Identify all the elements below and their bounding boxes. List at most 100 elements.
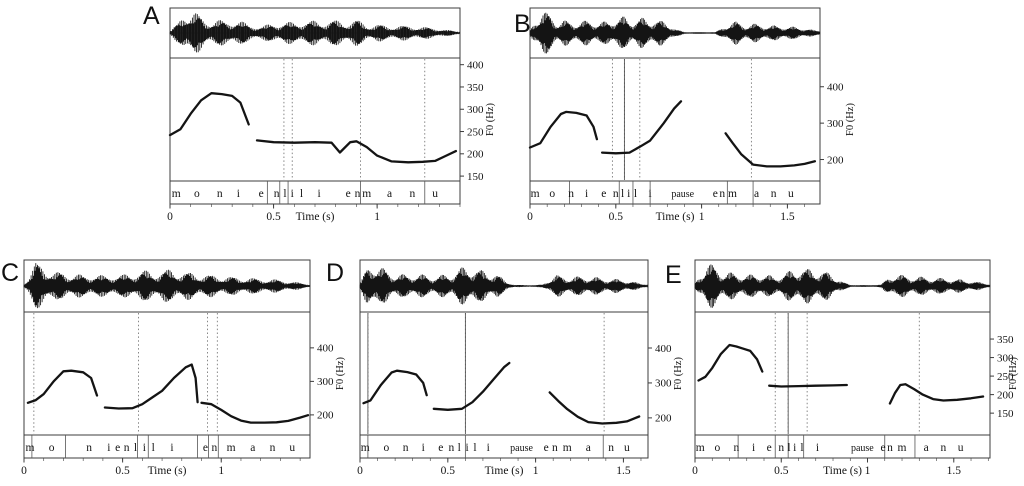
phone-label: l [300,188,303,200]
phone-label: e [115,442,120,454]
phone-label: e [438,442,443,454]
phone-label: i [318,188,321,200]
y-tick-label: 250 [467,126,484,138]
f0-trace [26,369,99,404]
x-axis-title: Time (s) [148,465,187,477]
phone-label: n [568,188,574,200]
phone-label: i [143,442,146,454]
phone-label: e [259,188,264,200]
panel-label-a: A [143,2,160,30]
phone-label: e [601,188,606,200]
phone-label: n [552,442,558,454]
y-tick-label: 400 [317,343,334,355]
f0-trace [200,401,310,424]
phone-label: a [924,442,929,454]
panel-frame [359,259,649,459]
x-tick-label: 1 [865,465,871,477]
f0-trace [362,369,428,405]
f0-trace [768,383,848,388]
y-axis-title: F0 (Hz) [673,357,684,390]
waveform-trace [169,13,460,53]
f0-trace [168,92,250,137]
phone-label: l [283,188,286,200]
y-tick-label: 200 [827,154,844,166]
y-tick-label: 300 [467,104,484,116]
x-tick-label: 0.5 [774,465,789,477]
y-tick-label: 200 [655,413,672,425]
f0-trace [548,391,641,425]
phone-label: a [754,188,759,200]
panel-label-d: D [326,259,345,287]
phone-label: a [586,442,591,454]
y-tick-label: 400 [655,343,672,355]
phone-label: e [346,188,351,200]
phone-label: n [771,188,777,200]
waveform-trace [694,264,991,308]
phone-label: n [887,442,893,454]
panel-label-c: C [1,259,20,287]
phone-label: i [466,442,469,454]
x-tick-label: 0 [692,465,698,477]
panel-frame [694,259,991,459]
phone-label: a [387,188,392,200]
phone-label: a [250,442,255,454]
y-axis-title: F0 (Hz) [1008,357,1019,390]
phone-label: u [958,442,964,454]
phone-label: m [361,442,370,454]
y-tick-label: 200 [317,410,334,422]
phone-label: n [448,442,454,454]
phone-label: n [608,442,614,454]
phone-label: i [237,188,240,200]
f0-trace [528,110,599,149]
phone-label: n [211,442,217,454]
phone-label: n [274,188,280,200]
phone-label: n [719,188,725,200]
x-tick-label: 1 [374,211,380,223]
f0-trace [255,139,458,164]
phone-label: m [898,442,907,454]
phone-label: l [621,188,624,200]
phone-label: i [585,188,588,200]
phone-label: o [549,188,555,200]
x-tick-label: 0 [167,211,173,223]
phone-label: e [544,442,549,454]
panel-frame [529,7,821,205]
phone-label: n [778,442,784,454]
x-tick-label: 1.5 [616,465,631,477]
y-tick-label: 300 [317,376,334,388]
phone-label: n [270,442,276,454]
phone-label: l [634,188,637,200]
x-tick-label: 0.5 [115,465,130,477]
panel-label-b: B [514,10,531,38]
f0-trace [103,363,199,410]
phone-label: n [734,442,740,454]
phone-label: i [170,442,173,454]
phone-label: i [649,188,652,200]
phone-label: l [134,442,137,454]
phone-label: u [624,442,630,454]
x-tick-label: 0.5 [266,211,281,223]
y-tick-label: 200 [467,149,484,161]
phone-label: u [788,188,794,200]
phone-label: i [291,188,294,200]
phone-label: m [696,442,705,454]
waveform-trace [529,12,821,54]
x-tick-label: 1 [218,465,224,477]
phone-label: i [487,442,490,454]
y-tick-label: 400 [827,82,844,94]
phone-label: i [793,442,796,454]
phone-label: m [362,188,371,200]
phone-label: m [728,188,737,200]
phone-label: pause [851,443,874,454]
phone-label: n [613,188,619,200]
y-tick-label: 300 [655,378,672,390]
panel-frame [23,259,311,459]
y-tick-label: 400 [467,59,484,71]
phone-label: m [227,442,236,454]
y-axis-title: F0 (Hz) [335,357,346,390]
phone-label: u [432,188,438,200]
